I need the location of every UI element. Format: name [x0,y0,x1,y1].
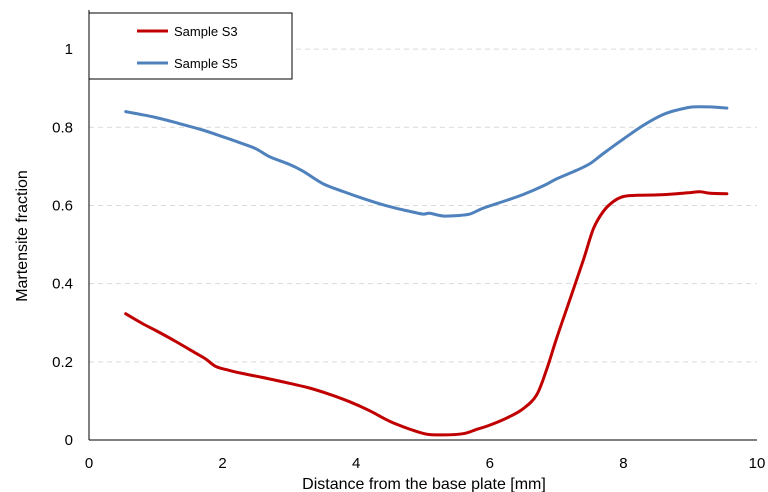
axes [88,10,757,441]
x-tick-label: 4 [352,455,360,472]
x-axis-title: Distance from the base plate [mm] [302,476,546,492]
y-tick-label: 0.8 [52,119,73,136]
x-tick-label: 10 [749,455,766,472]
x-tick-label: 0 [85,455,93,472]
legend-box [88,12,293,80]
legend: Sample S3 Sample S5 [88,12,293,80]
x-tick-label: 8 [619,455,627,472]
series-line-sample-s5 [124,105,729,218]
x-tick-label: 6 [486,455,494,472]
legend-label-sample-s5: Sample S5 [174,56,238,71]
legend-label-sample-s3: Sample S3 [174,24,238,39]
y-tick-label: 0.4 [52,276,73,293]
x-tick-label: 2 [218,455,226,472]
data-series [124,105,729,437]
y-tick-label: 0.2 [52,354,73,371]
tick-labels: 0 2 4 6 8 10 0 0.2 0.4 0.6 0.8 1 [52,41,765,472]
grid-lines [89,48,757,363]
y-axis-title: Martensite fraction [14,170,31,302]
y-tick-label: 0 [65,432,73,449]
y-tick-label: 1 [65,41,73,58]
series-line-sample-s3 [124,190,729,437]
y-tick-label: 0.6 [52,197,73,214]
